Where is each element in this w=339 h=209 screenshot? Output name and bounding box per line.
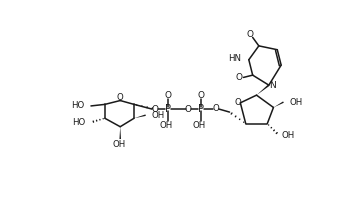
Text: O: O: [212, 104, 219, 113]
Text: N: N: [269, 82, 276, 90]
Text: P: P: [165, 104, 171, 114]
Text: HO: HO: [72, 118, 85, 127]
Polygon shape: [274, 101, 284, 107]
Text: P: P: [198, 104, 204, 114]
Polygon shape: [257, 84, 270, 95]
Text: O: O: [235, 98, 241, 107]
Text: OH: OH: [193, 121, 206, 130]
Text: OH: OH: [113, 140, 126, 149]
Text: OH: OH: [290, 98, 303, 107]
Text: O: O: [246, 30, 253, 39]
Text: O: O: [152, 104, 158, 113]
Text: HN: HN: [228, 55, 241, 64]
Text: OH: OH: [152, 111, 165, 120]
Text: O: O: [198, 91, 204, 100]
Text: O: O: [117, 93, 124, 102]
Polygon shape: [119, 127, 121, 139]
Text: O: O: [164, 91, 172, 100]
Polygon shape: [134, 114, 146, 118]
Text: OH: OH: [282, 131, 295, 140]
Text: O: O: [235, 73, 242, 82]
Text: OH: OH: [160, 121, 173, 130]
Text: O: O: [184, 104, 192, 113]
Text: HO: HO: [72, 101, 85, 110]
